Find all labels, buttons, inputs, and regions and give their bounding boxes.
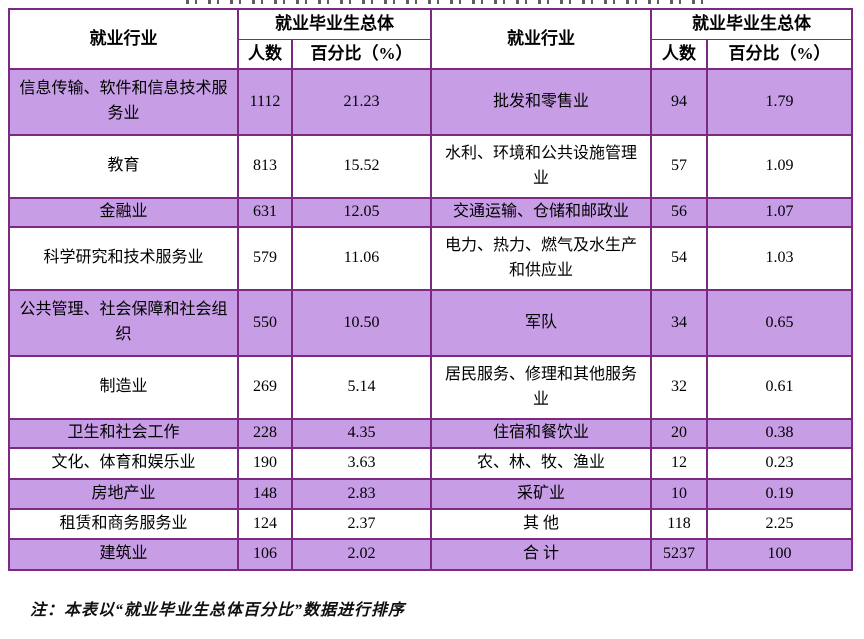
percent-cell: 5.14	[291, 355, 432, 420]
percent-cell: 2.37	[291, 508, 432, 540]
percent-cell: 0.23	[706, 447, 853, 480]
industry-cell: 公共管理、社会保障和社会组织	[8, 289, 239, 357]
table-row: 制造业 269 5.14 居民服务、修理和其他服务业 32 0.61	[8, 355, 853, 420]
percent-cell: 1.09	[706, 134, 853, 199]
percent-cell: 11.06	[291, 226, 432, 291]
col-header-percent-right: 百分比（%）	[706, 38, 853, 70]
count-cell: 148	[237, 478, 293, 510]
percent-cell: 1.07	[706, 197, 853, 228]
count-cell: 106	[237, 538, 293, 571]
col-header-industry-right: 就业行业	[430, 8, 652, 70]
count-cell: 550	[237, 289, 293, 357]
industry-cell: 交通运输、仓储和邮政业	[430, 197, 652, 228]
table-row: 租赁和商务服务业 124 2.37 其 他 118 2.25	[8, 508, 853, 540]
industry-cell: 信息传输、软件和信息技术服务业	[8, 68, 239, 136]
percent-cell: 2.02	[291, 538, 432, 571]
percent-cell: 2.25	[706, 508, 853, 540]
industry-cell: 建筑业	[8, 538, 239, 571]
header-row-2: 人数 百分比（%） 人数 百分比（%）	[9, 38, 853, 70]
table-row: 金融业 631 12.05 交通运输、仓储和邮政业 56 1.07	[8, 197, 853, 228]
col-header-count-right: 人数	[650, 38, 708, 70]
count-cell: 124	[237, 508, 293, 540]
count-cell: 32	[650, 355, 708, 420]
col-header-percent-left: 百分比（%）	[291, 38, 432, 70]
footnote: 注：本表以“就业毕业生总体百分比”数据进行排序	[30, 602, 406, 619]
count-cell: 1112	[237, 68, 293, 136]
count-cell: 57	[650, 134, 708, 199]
percent-cell: 0.19	[706, 478, 853, 510]
count-cell: 269	[237, 355, 293, 420]
header-row-1: 就业行业 就业毕业生总体 就业行业 就业毕业生总体	[8, 8, 853, 70]
table-row: 科学研究和技术服务业 579 11.06 电力、热力、燃气及水生产和供应业 54…	[8, 226, 853, 291]
count-cell: 94	[650, 68, 708, 136]
employment-industry-table: 就业行业 就业毕业生总体 就业行业 就业毕业生总体 人数 百分比（%） 人数 百…	[8, 8, 853, 571]
percent-cell: 1.79	[706, 68, 853, 136]
industry-cell: 金融业	[8, 197, 239, 228]
percent-cell: 21.23	[291, 68, 432, 136]
industry-cell: 居民服务、修理和其他服务业	[430, 355, 652, 420]
count-cell: 56	[650, 197, 708, 228]
percent-cell: 0.38	[706, 418, 853, 449]
percent-cell: 0.65	[706, 289, 853, 357]
table-row: 公共管理、社会保障和社会组织 550 10.50 军队 34 0.65	[8, 289, 853, 357]
col-header-total-right: 就业毕业生总体	[650, 8, 853, 40]
industry-cell: 文化、体育和娱乐业	[8, 447, 239, 480]
table-row: 房地产业 148 2.83 采矿业 10 0.19	[8, 478, 853, 510]
industry-cell: 军队	[430, 289, 652, 357]
count-cell: 118	[650, 508, 708, 540]
industry-cell: 制造业	[8, 355, 239, 420]
count-cell: 5237	[650, 538, 708, 571]
percent-cell: 15.52	[291, 134, 432, 199]
industry-cell: 房地产业	[8, 478, 239, 510]
col-header-industry-left: 就业行业	[8, 8, 239, 70]
industry-cell: 住宿和餐饮业	[430, 418, 652, 449]
industry-cell: 科学研究和技术服务业	[8, 226, 239, 291]
industry-cell: 卫生和社会工作	[8, 418, 239, 449]
count-cell: 228	[237, 418, 293, 449]
count-cell: 34	[650, 289, 708, 357]
industry-cell: 批发和零售业	[430, 68, 652, 136]
percent-cell: 1.03	[706, 226, 853, 291]
percent-cell: 2.83	[291, 478, 432, 510]
percent-cell: 4.35	[291, 418, 432, 449]
col-header-count-left: 人数	[237, 38, 293, 70]
industry-cell: 合 计	[430, 538, 652, 571]
clipped-title-remnant	[186, 0, 706, 4]
table-row: 文化、体育和娱乐业 190 3.63 农、林、牧、渔业 12 0.23	[8, 447, 853, 480]
count-cell: 20	[650, 418, 708, 449]
percent-cell: 100	[706, 538, 853, 571]
table-row: 信息传输、软件和信息技术服务业 1112 21.23 批发和零售业 94 1.7…	[8, 68, 853, 136]
table-row: 卫生和社会工作 228 4.35 住宿和餐饮业 20 0.38	[8, 418, 853, 449]
industry-cell: 采矿业	[430, 478, 652, 510]
percent-cell: 0.61	[706, 355, 853, 420]
industry-cell: 租赁和商务服务业	[8, 508, 239, 540]
percent-cell: 12.05	[291, 197, 432, 228]
count-cell: 190	[237, 447, 293, 480]
count-cell: 631	[237, 197, 293, 228]
percent-cell: 3.63	[291, 447, 432, 480]
industry-cell: 农、林、牧、渔业	[430, 447, 652, 480]
count-cell: 10	[650, 478, 708, 510]
count-cell: 813	[237, 134, 293, 199]
percent-cell: 10.50	[291, 289, 432, 357]
industry-cell: 水利、环境和公共设施管理业	[430, 134, 652, 199]
col-header-total-left: 就业毕业生总体	[237, 8, 432, 40]
table-row: 教育 813 15.52 水利、环境和公共设施管理业 57 1.09	[8, 134, 853, 199]
industry-cell: 电力、热力、燃气及水生产和供应业	[430, 226, 652, 291]
count-cell: 12	[650, 447, 708, 480]
count-cell: 54	[650, 226, 708, 291]
industry-cell: 其 他	[430, 508, 652, 540]
count-cell: 579	[237, 226, 293, 291]
industry-cell: 教育	[8, 134, 239, 199]
table-row-total: 建筑业 106 2.02 合 计 5237 100	[8, 538, 853, 571]
